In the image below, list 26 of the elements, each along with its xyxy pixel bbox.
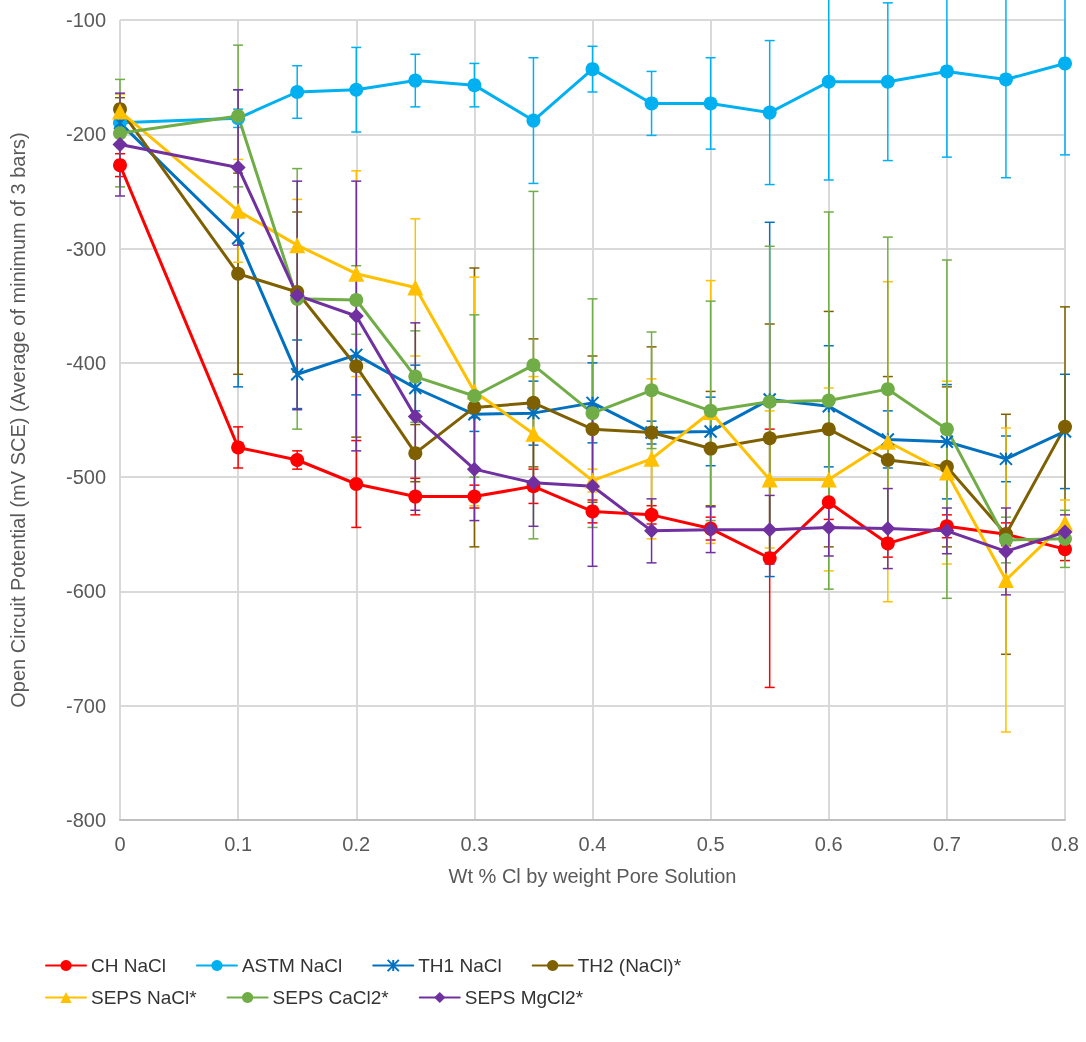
x-tick-label: 0.3 <box>460 833 489 855</box>
x-tick-label: 0.2 <box>342 833 371 855</box>
y-tick-label: -400 <box>65 351 106 374</box>
y-tick-label: -600 <box>65 580 106 603</box>
y-tick-label: -300 <box>65 237 106 260</box>
x-tick-label: 0.7 <box>932 833 961 855</box>
legend-label: TH1 NaCl <box>418 955 502 976</box>
y-axis-title: Open Circuit Potential (mV SCE) (Average of minimum of 3 bars) <box>7 132 29 708</box>
y-tick-label: -200 <box>65 123 106 146</box>
legend-label: SEPS CaCl2* <box>272 987 390 1008</box>
x-tick-label: 0.5 <box>696 833 725 855</box>
x-tick-label: 0 <box>114 833 126 855</box>
y-tick-label: -100 <box>65 9 106 31</box>
legend-label: SEPS MgCl2* <box>464 987 584 1008</box>
x-axis-title: Wt % Cl by weight Pore Solution <box>448 865 737 887</box>
x-tick-label: 0.8 <box>1051 833 1079 855</box>
x-tick-label: 0.4 <box>578 833 607 855</box>
legend-label: SEPS NaCl* <box>91 987 198 1008</box>
legend-label: TH2 (NaCl)* <box>577 955 682 976</box>
y-tick-label: -500 <box>65 466 106 489</box>
x-tick-label: 0.6 <box>814 833 843 855</box>
x-tick-label: 0.1 <box>224 833 253 855</box>
y-tick-label: -700 <box>65 694 106 717</box>
legend-label: CH NaCl <box>91 955 166 976</box>
y-tick-label: -800 <box>65 809 106 831</box>
legend-label: ASTM NaCl <box>241 955 343 976</box>
